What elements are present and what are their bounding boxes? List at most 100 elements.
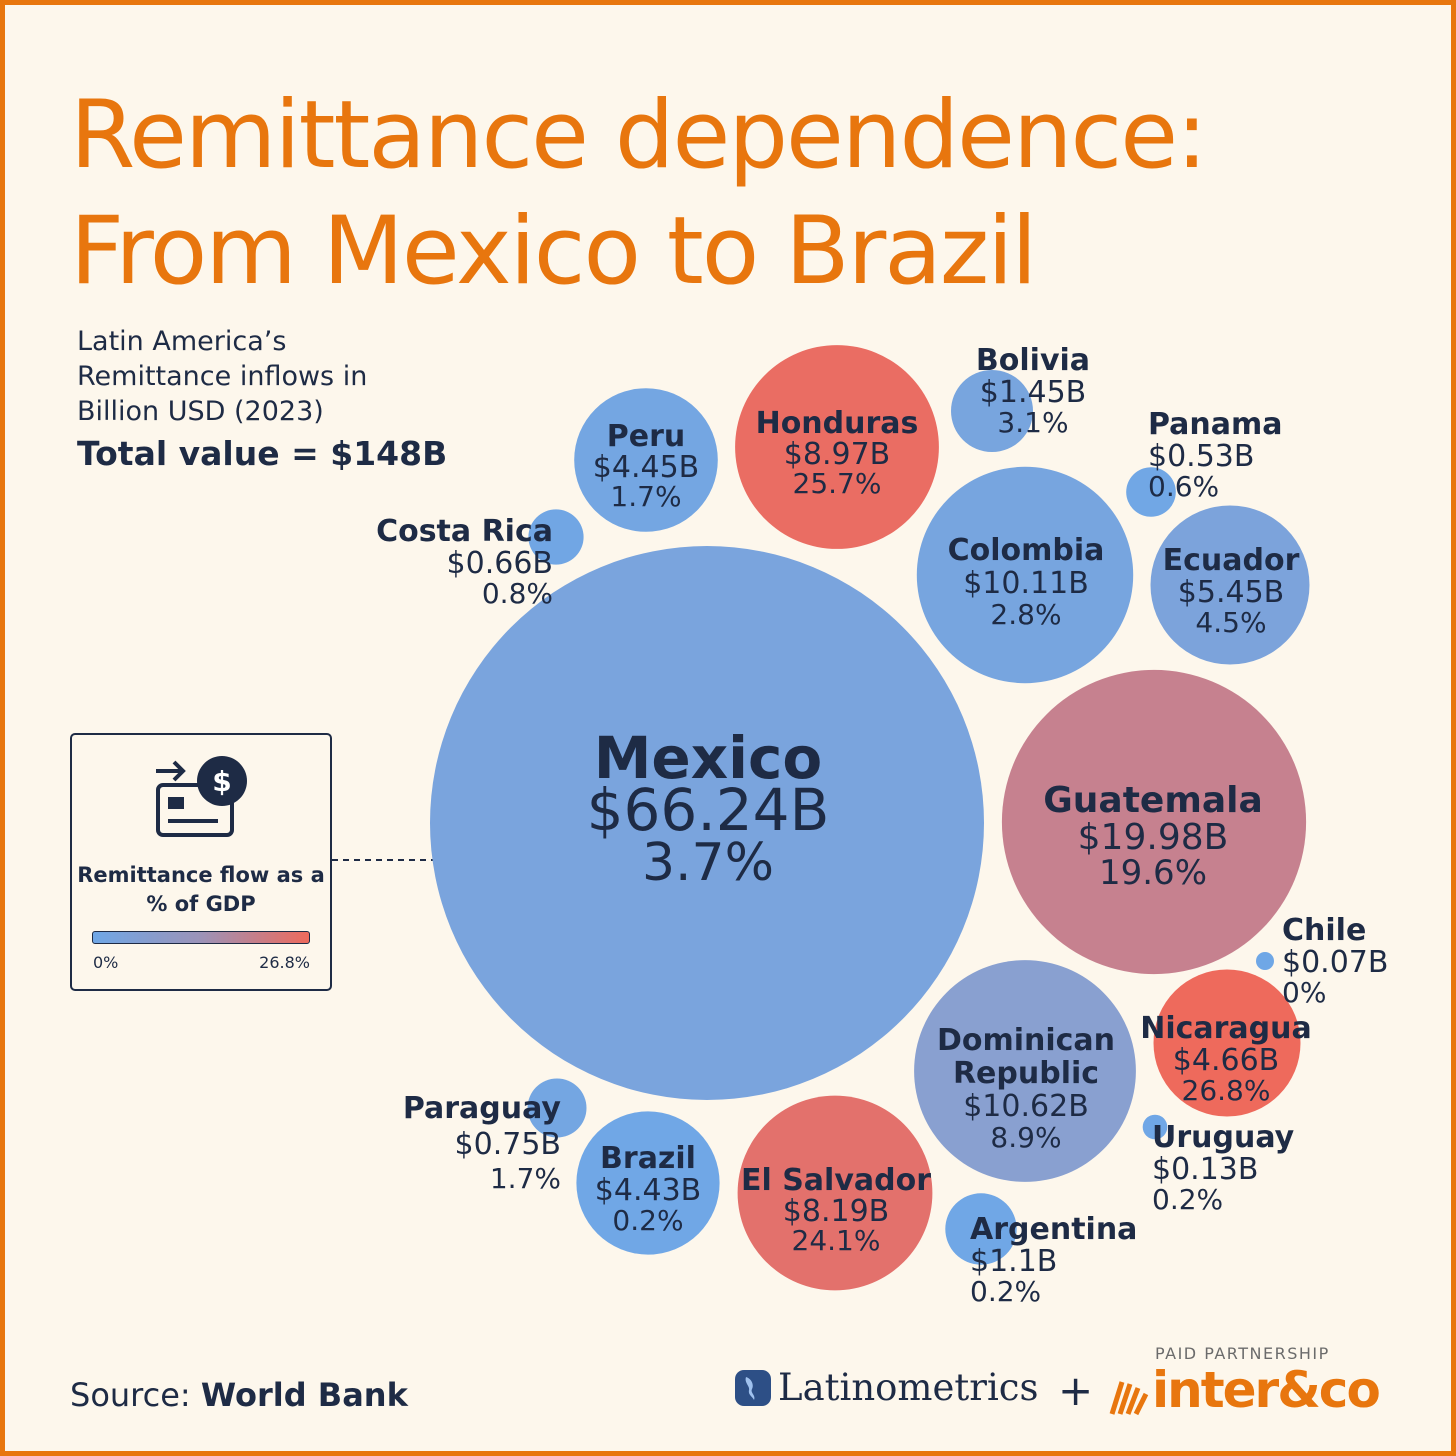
chart-subtitle: Latin America’s Remittance inflows in Bi… xyxy=(77,326,368,427)
legend-title: Remittance flow as a % of GDP xyxy=(77,863,325,916)
label-name-brazil: Brazil xyxy=(600,1141,696,1176)
label-value-panama: $0.53B xyxy=(1148,439,1254,474)
label-pct-brazil: 0.2% xyxy=(612,1204,683,1237)
label-pct-honduras: 25.7% xyxy=(793,467,882,500)
label-pct-costa-rica: 0.8% xyxy=(482,577,553,610)
bubble-colombia xyxy=(916,466,1134,684)
label-name-peru: Peru xyxy=(607,419,686,454)
label-pct-bolivia: 3.1% xyxy=(997,406,1068,439)
label-pct-colombia: 2.8% xyxy=(990,598,1061,631)
bubble-guatemala xyxy=(1001,669,1307,975)
label-value-uruguay: $0.13B xyxy=(1152,1152,1258,1187)
inter-sun-icon xyxy=(1109,1381,1149,1416)
label-name-costa-rica: Costa Rica xyxy=(376,514,553,549)
label-name-dominican-republic: Dominican xyxy=(937,1023,1115,1058)
label-pct-guatemala: 19.6% xyxy=(1099,853,1207,893)
label-pct-peru: 1.7% xyxy=(610,480,681,513)
total-value: Total value = $148B xyxy=(77,434,448,473)
bubbles-layer xyxy=(430,345,1310,1291)
label-value-guatemala: $19.98B xyxy=(1078,817,1229,858)
label-value-argentina: $1.1B xyxy=(970,1244,1057,1279)
label-name-bolivia: Bolivia xyxy=(976,343,1090,378)
legend-box: $ Remittance flow as a % of GDP 0% 26.8% xyxy=(70,733,332,991)
label-name-chile: Chile xyxy=(1282,913,1366,948)
label-value-peru: $4.45B xyxy=(593,450,699,485)
latinometrics-logo: Latinometrics xyxy=(734,1366,1039,1409)
bubble-argentina xyxy=(945,1193,1017,1265)
latinometrics-wordmark: Latinometrics xyxy=(778,1366,1039,1409)
bubble-chile xyxy=(1256,952,1274,970)
bubble-bolivia xyxy=(951,370,1033,452)
label-value-dominican-republic: $10.62B xyxy=(963,1089,1089,1124)
latinometrics-mark-icon xyxy=(735,1369,771,1406)
label-value-ecuador: $5.45B xyxy=(1178,575,1284,610)
legend-min-label: 0% xyxy=(93,953,119,972)
svg-text:$: $ xyxy=(212,765,231,798)
bubble-paraguay xyxy=(527,1078,587,1138)
legend-gradient-bar xyxy=(92,931,310,944)
source-prefix: Source: xyxy=(70,1376,191,1414)
bubble-nicaragua xyxy=(1153,969,1301,1117)
label-value-paraguay: $0.75B xyxy=(455,1127,561,1162)
label-value-bolivia: $1.45B xyxy=(980,375,1086,410)
bubble-uruguay xyxy=(1142,1114,1168,1140)
label-value-colombia: $10.11B xyxy=(963,566,1089,601)
label-name-dominican-republic-line2: Republic xyxy=(953,1056,1099,1091)
label-pct-panama: 0.6% xyxy=(1148,470,1219,503)
label-pct-argentina: 0.2% xyxy=(970,1275,1041,1308)
label-value-costa-rica: $0.66B xyxy=(447,546,553,581)
bubble-brazil xyxy=(576,1111,720,1255)
label-name-nicaragua: Nicaragua xyxy=(1140,1011,1312,1046)
label-name-guatemala: Guatemala xyxy=(1043,780,1263,821)
label-pct-uruguay: 0.2% xyxy=(1152,1183,1223,1216)
label-name-mexico: Mexico xyxy=(594,724,823,792)
label-value-el-salvador: $8.19B xyxy=(783,1194,889,1229)
label-value-mexico: $66.24B xyxy=(587,776,830,844)
bubble-el-salvador xyxy=(737,1095,933,1291)
source-name: World Bank xyxy=(200,1376,408,1414)
label-pct-chile: 0% xyxy=(1282,976,1326,1009)
bubble-costa-rica xyxy=(528,509,584,565)
label-pct-paraguay: 1.7% xyxy=(490,1162,561,1195)
label-argentina: Argentina$1.1B0.2% xyxy=(970,1212,1137,1308)
label-name-paraguay: Paraguay xyxy=(403,1091,562,1126)
page-title: Remittance dependence: From Mexico to Br… xyxy=(70,81,1208,306)
bubble-dominican-republic xyxy=(914,960,1136,1182)
inter-wordmark: inter&co xyxy=(1152,1361,1381,1419)
label-name-colombia: Colombia xyxy=(948,533,1105,568)
remittance-card-icon: $ xyxy=(152,755,252,849)
bubble-honduras xyxy=(735,345,939,549)
label-name-el-salvador: El Salvador xyxy=(741,1163,931,1198)
source-line: Source: World Bank xyxy=(70,1376,408,1414)
partnership-plus: + xyxy=(1058,1366,1094,1415)
inter-logo: inter&co xyxy=(1108,1361,1381,1419)
label-name-honduras: Honduras xyxy=(756,406,919,441)
label-value-honduras: $8.97B xyxy=(784,437,890,472)
bubble-ecuador xyxy=(1150,505,1310,665)
label-pct-dominican-republic: 8.9% xyxy=(990,1121,1061,1154)
label-value-chile: $0.07B xyxy=(1282,945,1388,980)
label-pct-el-salvador: 24.1% xyxy=(792,1224,881,1257)
label-pct-ecuador: 4.5% xyxy=(1195,606,1266,639)
label-pct-nicaragua: 26.8% xyxy=(1182,1074,1271,1107)
label-name-argentina: Argentina xyxy=(970,1212,1137,1247)
label-value-brazil: $4.43B xyxy=(595,1173,701,1208)
partner-caption: PAID PARTNERSHIP xyxy=(1155,1344,1330,1363)
